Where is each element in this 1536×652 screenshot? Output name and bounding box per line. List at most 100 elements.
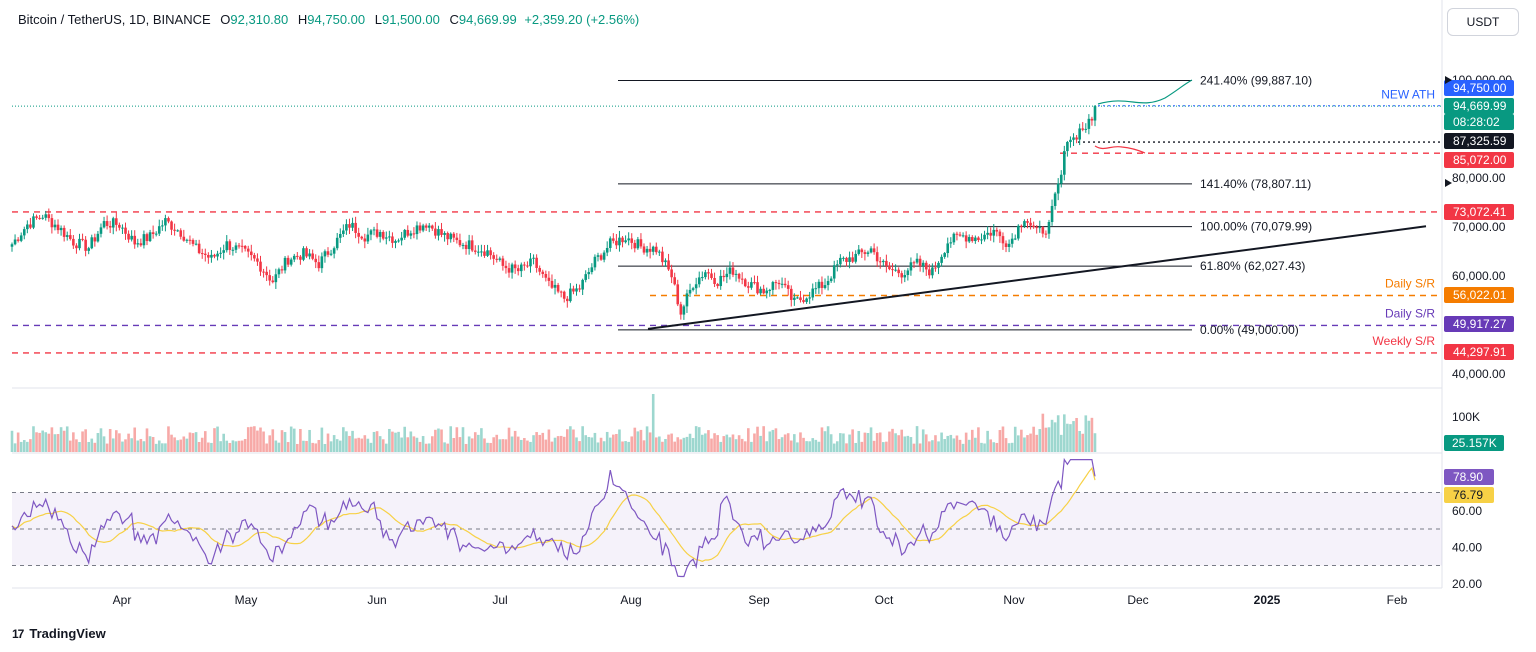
candle (891, 263, 894, 277)
candle (412, 227, 416, 239)
symbol-title[interactable]: Bitcoin / TetherUS, 1D, BINANCE (18, 12, 211, 27)
rsi-line (11, 457, 1096, 578)
candle-body (593, 256, 597, 268)
volume-bar (535, 432, 538, 452)
candle (262, 268, 265, 278)
daily-sr-label: Daily S/R (1385, 276, 1435, 290)
candle (234, 242, 238, 254)
volume-bar (860, 441, 864, 452)
candle (1063, 145, 1066, 181)
candle (584, 270, 588, 283)
candle-body (35, 216, 38, 218)
candle-body (10, 244, 14, 247)
volume-bar (918, 443, 922, 452)
candle (811, 283, 815, 301)
volume-bar (492, 437, 495, 452)
tradingview-brand[interactable]: 17 TradingView (12, 626, 106, 641)
candle-body (363, 238, 367, 242)
volume-bar (909, 437, 913, 452)
currency-button[interactable]: USDT (1447, 8, 1519, 36)
candle (118, 222, 121, 231)
candle-body (747, 286, 750, 288)
candle-body (108, 225, 112, 228)
candle-body (642, 246, 646, 253)
candle-body (955, 233, 959, 235)
candle-body (737, 273, 741, 279)
candle-body (928, 269, 931, 276)
volume-bar (891, 428, 894, 452)
candle (651, 245, 655, 256)
symbol-header: Bitcoin / TetherUS, 1D, BINANCE O92,310.… (18, 12, 639, 27)
candle-body (99, 227, 103, 234)
candle (296, 252, 299, 260)
candle (1093, 105, 1097, 127)
candle-body (431, 225, 434, 229)
candle-body (1059, 174, 1063, 184)
volume-bar (75, 439, 78, 452)
candle (366, 227, 370, 244)
candle-body (869, 248, 873, 253)
candle-body (292, 255, 296, 260)
candle-body (740, 278, 744, 280)
volume-bar (216, 426, 219, 452)
candle (648, 242, 652, 259)
candle-body (538, 267, 541, 272)
volume-bar (59, 427, 63, 452)
candle (532, 254, 535, 265)
candle (53, 219, 57, 231)
volume-bar (897, 435, 900, 452)
candle-body (1063, 151, 1066, 175)
candle-body (173, 229, 176, 231)
volume-bar (354, 438, 357, 452)
candle-body (762, 288, 765, 294)
candle-body (188, 239, 192, 241)
rsi-tag: 78.90 (1444, 469, 1494, 485)
x-tick-label: Jun (367, 593, 386, 607)
volume-bar (1090, 417, 1094, 452)
volume-bar (53, 434, 57, 452)
fib-label: 61.80% (62,027.43) (1200, 259, 1305, 273)
candle-body (716, 284, 719, 287)
volume-bar (78, 442, 81, 452)
volume-bar (127, 433, 130, 452)
candle (68, 229, 72, 241)
volume-bar (65, 426, 69, 452)
candle-body (842, 257, 845, 259)
candle-body (934, 267, 937, 269)
volume-bar (219, 441, 222, 452)
candle (685, 289, 689, 313)
candle-body (673, 277, 676, 285)
candle (323, 249, 327, 263)
candle-body (1056, 183, 1060, 194)
volume-bar (498, 439, 502, 452)
volume-bar (108, 429, 112, 452)
candle (176, 229, 179, 232)
candle-body (164, 218, 167, 226)
candle-body (992, 229, 996, 236)
candle (1059, 170, 1063, 188)
candle (869, 246, 873, 254)
candle (320, 252, 324, 273)
open-label: O (220, 12, 231, 27)
rsi-tick-label: 20.00 (1452, 577, 1482, 591)
volume-bar (921, 429, 925, 452)
volume-bar (1007, 443, 1011, 452)
candle-body (443, 233, 446, 235)
volume-bar (569, 426, 572, 452)
volume-bar (443, 442, 446, 452)
candle (845, 256, 848, 267)
candle-body (360, 236, 364, 239)
candle-body (13, 239, 17, 245)
close-label: C (449, 12, 459, 27)
candle (909, 257, 913, 276)
candle (688, 283, 692, 297)
candle-body (259, 261, 262, 272)
candle-body (851, 257, 854, 262)
candle-body (774, 282, 778, 284)
candle (191, 238, 195, 247)
volume-bar (1050, 419, 1054, 452)
volume-bar (409, 431, 413, 452)
volume-bar (145, 428, 149, 452)
candle-body (338, 233, 342, 238)
